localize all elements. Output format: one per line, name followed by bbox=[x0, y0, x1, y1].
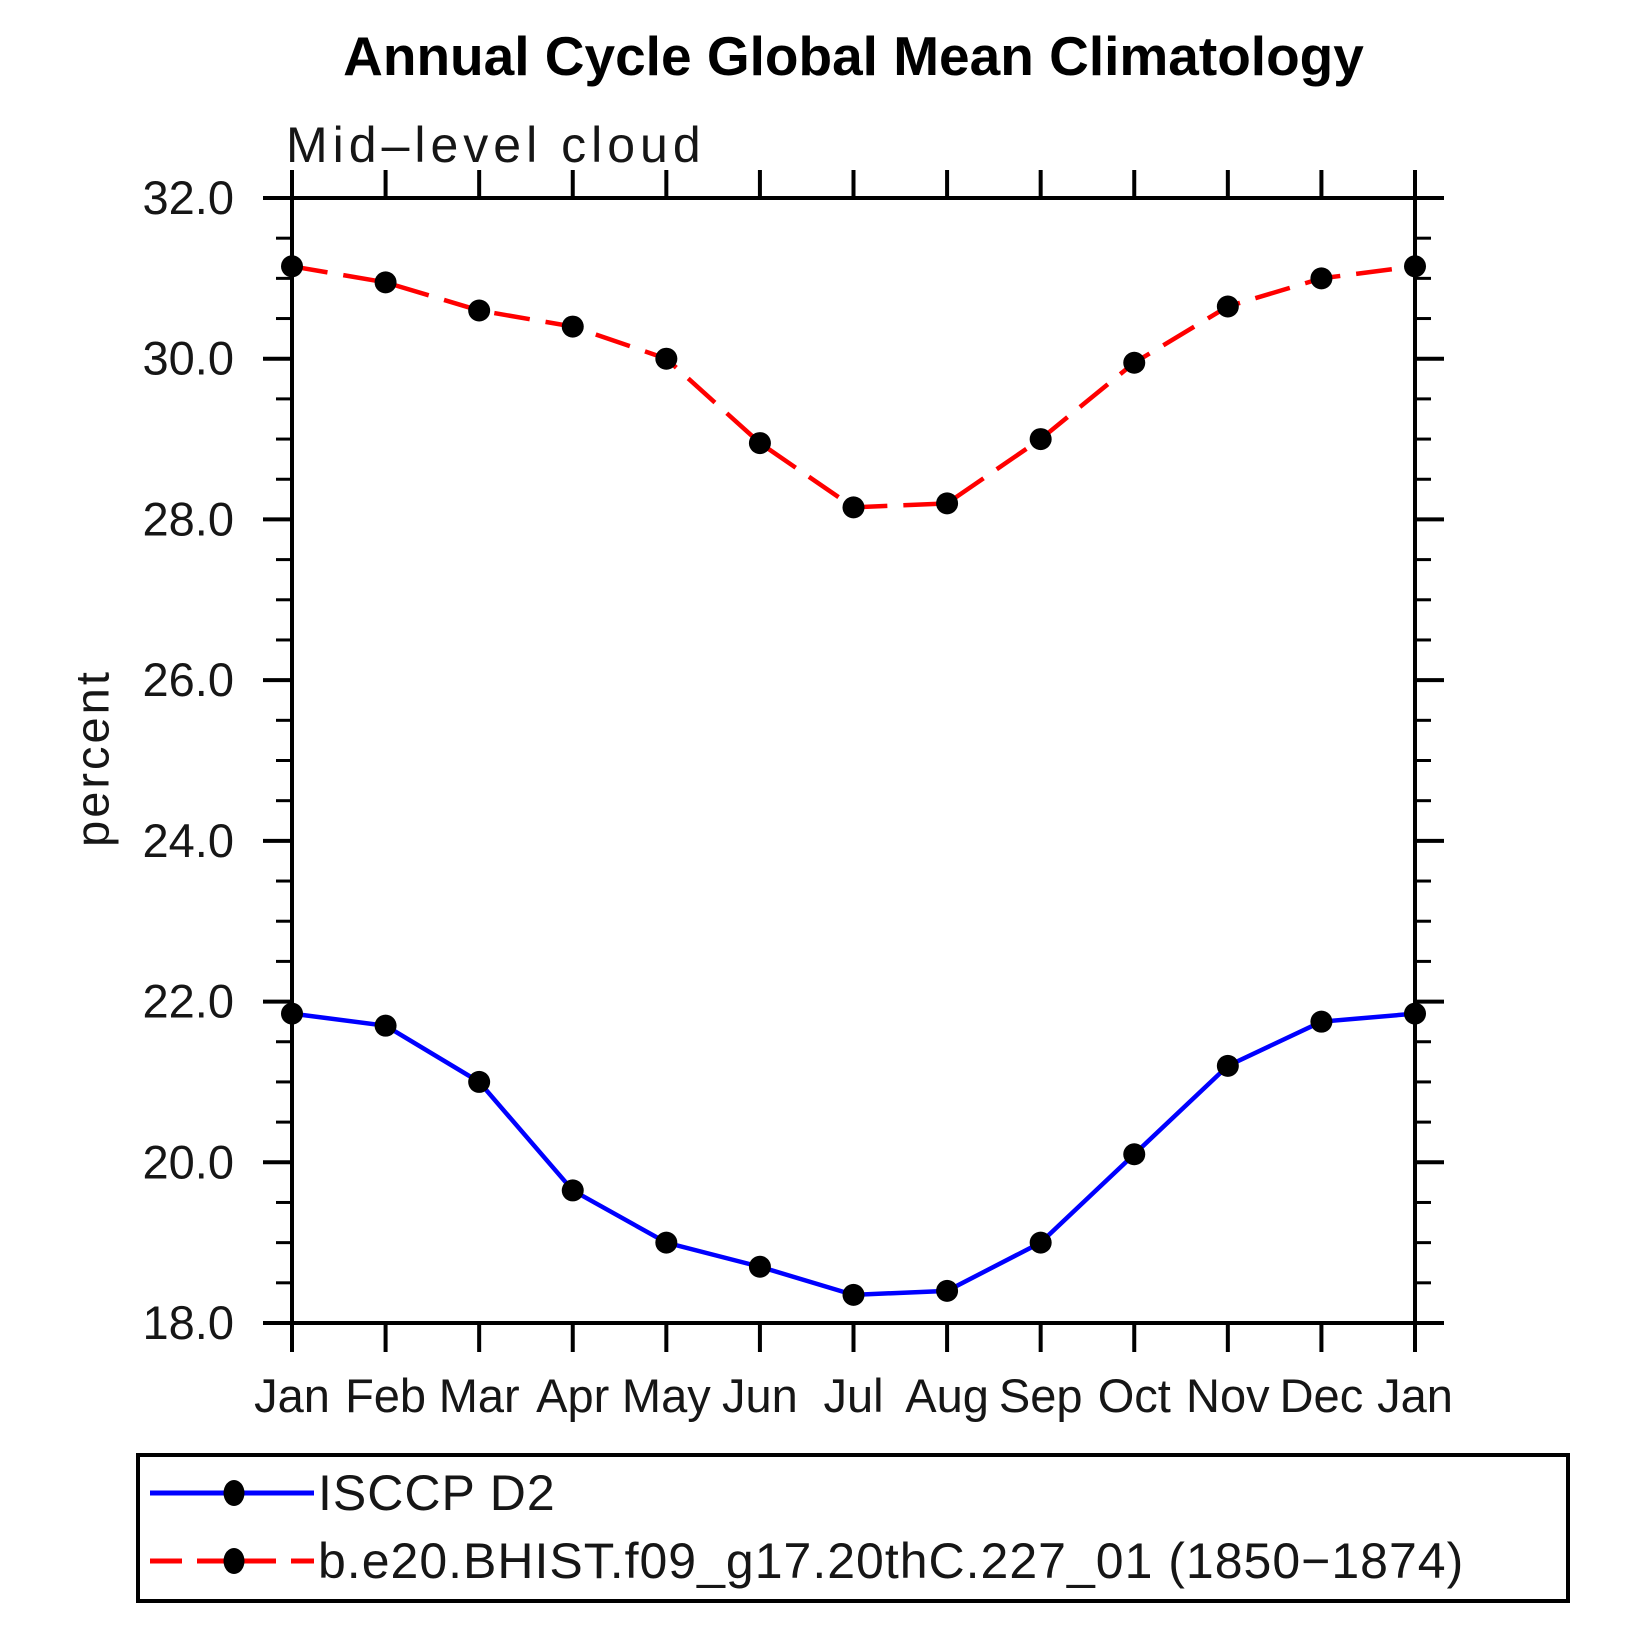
data-point-marker bbox=[281, 1002, 303, 1025]
chart-subtitle: Mid–level cloud bbox=[286, 117, 706, 173]
plot-box bbox=[290, 196, 1417, 1325]
legend-label: ISCCP D2 bbox=[318, 1465, 556, 1521]
x-tick-label: Sep bbox=[999, 1369, 1083, 1422]
x-tick-label: Dec bbox=[1280, 1369, 1364, 1422]
data-point-marker bbox=[561, 1179, 584, 1202]
data-point-marker bbox=[1029, 1231, 1052, 1254]
legend-sample-solid-line bbox=[150, 1480, 314, 1506]
data-point-marker bbox=[1310, 267, 1333, 290]
x-tick-label: Jan bbox=[254, 1369, 330, 1422]
x-tick-label: Mar bbox=[439, 1369, 520, 1422]
legend-label: b.e20.BHIST.f09_g17.20thC.227_01 (1850−1… bbox=[318, 1533, 1465, 1589]
data-point-marker bbox=[468, 299, 491, 322]
data-point-marker bbox=[1216, 1054, 1239, 1077]
x-tick-label: Aug bbox=[905, 1369, 989, 1422]
data-point-marker bbox=[936, 492, 959, 515]
data-point-marker bbox=[1310, 1010, 1333, 1033]
y-tick-label: 22.0 bbox=[143, 975, 234, 1028]
data-point-marker bbox=[468, 1070, 491, 1093]
x-tick-label: May bbox=[622, 1369, 711, 1422]
data-point-marker bbox=[1216, 295, 1239, 318]
data-point-marker bbox=[374, 271, 397, 294]
data-point-marker bbox=[1029, 428, 1052, 451]
legend-sample-dashed-line bbox=[150, 1548, 314, 1574]
x-tick-label: Jun bbox=[722, 1369, 798, 1422]
data-point-marker bbox=[1123, 351, 1146, 374]
data-point-marker bbox=[936, 1279, 959, 1302]
x-tick-label: Apr bbox=[536, 1369, 609, 1422]
x-tick-label: Jul bbox=[823, 1369, 883, 1422]
data-point-marker bbox=[842, 1283, 865, 1306]
data-point-marker bbox=[655, 347, 678, 370]
legend-marker-dot bbox=[223, 1548, 245, 1574]
legend-marker-dot bbox=[223, 1480, 245, 1506]
legend-entry-isccp-d2: ISCCP D2 bbox=[146, 1463, 556, 1523]
data-point-marker bbox=[655, 1231, 678, 1254]
legend-entry-model-run: b.e20.BHIST.f09_g17.20thC.227_01 (1850−1… bbox=[146, 1531, 1464, 1591]
data-point-marker bbox=[1404, 255, 1426, 278]
data-point-marker bbox=[842, 496, 865, 519]
y-tick-label: 24.0 bbox=[143, 814, 234, 867]
y-tick-label: 30.0 bbox=[143, 332, 234, 385]
x-tick-label: Nov bbox=[1186, 1369, 1270, 1422]
data-point-marker bbox=[1404, 1002, 1426, 1025]
data-point-marker bbox=[748, 432, 771, 455]
data-point-marker bbox=[748, 1255, 771, 1278]
x-tick-label: Feb bbox=[345, 1369, 426, 1422]
chart-title: Annual Cycle Global Mean Climatology bbox=[343, 25, 1364, 87]
y-tick-label: 20.0 bbox=[143, 1135, 234, 1188]
series-line-model-run bbox=[291, 264, 1416, 510]
y-tick-label: 32.0 bbox=[143, 171, 234, 224]
data-point-marker bbox=[281, 255, 303, 278]
series-line-isccp-d2 bbox=[291, 1011, 1416, 1298]
y-tick-label: 18.0 bbox=[143, 1296, 234, 1349]
x-tick-label: Jan bbox=[1377, 1369, 1453, 1422]
legend-box: ISCCP D2 b.e20.BHIST.f09_g17.20thC.227_0… bbox=[136, 1453, 1570, 1603]
data-point-marker bbox=[374, 1014, 397, 1037]
y-tick-label: 26.0 bbox=[143, 653, 234, 706]
y-tick-label: 28.0 bbox=[143, 492, 234, 545]
data-point-marker bbox=[1123, 1143, 1146, 1166]
data-point-marker bbox=[561, 315, 584, 338]
x-tick-label: Oct bbox=[1098, 1369, 1171, 1422]
